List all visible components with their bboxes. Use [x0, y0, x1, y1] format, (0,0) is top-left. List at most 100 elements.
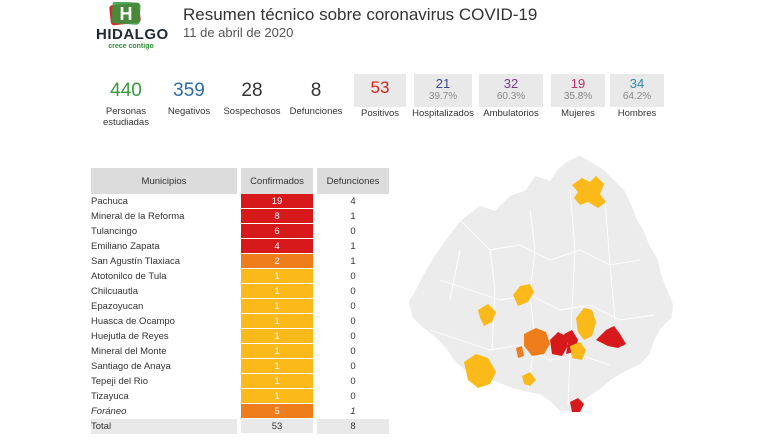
- confirmados-cell: 1: [241, 359, 317, 374]
- municipio-name: Huasca de Ocampo: [91, 314, 241, 329]
- stat-value: 34: [629, 76, 645, 91]
- table-row: Tulancingo 6 0: [91, 224, 389, 239]
- total-row: Total 53 8: [91, 419, 389, 434]
- municipio-name: Pachuca: [91, 194, 241, 209]
- confirmados-cell: 1: [241, 299, 317, 314]
- municipio-name: Tizayuca: [91, 389, 241, 404]
- map-huasca: [576, 308, 596, 340]
- municipios-table: Municipios Confirmados Defunciones Pachu…: [91, 168, 389, 434]
- stat-label: Ambulatorios: [483, 108, 539, 119]
- stat-value: 8: [310, 80, 322, 101]
- defunciones-cell: 0: [350, 226, 356, 237]
- map-emiliano-zapata: [570, 398, 584, 412]
- table-row: Huejutla de Reyes 1 0: [91, 329, 389, 344]
- stat-percent: 35.8%: [563, 91, 593, 102]
- stat-sospechosos: 28 Sospechosos: [222, 80, 282, 117]
- stat-label: Positivos: [360, 108, 399, 119]
- confirmados-cell: 1: [241, 269, 317, 284]
- confirmados-cell: 1: [241, 389, 317, 404]
- page-title: Resumen técnico sobre coronavirus COVID-…: [183, 5, 538, 24]
- stat-value: 32: [503, 76, 519, 91]
- map-san-agustin-tlaxiaca: [524, 328, 550, 356]
- confirmados-cell: 2: [241, 254, 317, 269]
- table-row: Huasca de Ocampo 1 0: [91, 314, 389, 329]
- map-tulancingo: [596, 326, 626, 348]
- report-date: 11 de abril de 2020: [183, 25, 294, 40]
- table-row: San Agustín Tlaxiaca 2 1: [91, 254, 389, 269]
- stat-defunciones: 8 Defunciones: [287, 80, 345, 117]
- table-row: Emiliano Zapata 4 1: [91, 239, 389, 254]
- stat-negativos: 359 Negativos: [163, 80, 215, 117]
- defunciones-cell: 0: [350, 361, 356, 372]
- confirmados-cell: 4: [241, 239, 317, 254]
- municipio-name: Huejutla de Reyes: [91, 329, 241, 344]
- defunciones-cell: 0: [350, 316, 356, 327]
- stat-value: 359: [173, 80, 205, 101]
- stat-value: 53: [370, 78, 390, 97]
- stat-label: Hombres: [617, 108, 657, 119]
- stat-value: 440: [110, 80, 142, 101]
- defunciones-cell: 0: [350, 271, 356, 282]
- total-defunciones: 8: [317, 419, 389, 434]
- table-row: Epazoyucan 1 0: [91, 299, 389, 314]
- map-pachuca: [550, 332, 568, 356]
- defunciones-cell: 0: [350, 346, 356, 357]
- stat-label: Hospitalizados: [412, 108, 474, 119]
- confirmados-cell: 8: [241, 209, 317, 224]
- municipio-name: Epazoyucan: [91, 299, 241, 314]
- hidalgo-h-icon: H: [109, 2, 141, 26]
- stat-hombres: 34 64.2%: [610, 74, 664, 107]
- table-row: Tizayuca 1 0: [91, 389, 389, 404]
- defunciones-cell: 0: [350, 301, 356, 312]
- hidalgo-map: [407, 154, 675, 413]
- map-state-outline: [407, 154, 675, 413]
- logo-name: HIDALGO: [96, 26, 169, 43]
- stat-label: Mujeres: [561, 108, 595, 119]
- confirmados-cell: 1: [241, 284, 317, 299]
- table-row: Mineral del Monte 1 0: [91, 344, 389, 359]
- confirmados-cell: 19: [241, 194, 317, 209]
- logo-tagline: crece contigo: [108, 43, 154, 50]
- municipio-name: Foráneo: [91, 404, 241, 419]
- stat-label: Negativos: [167, 106, 211, 117]
- confirmados-cell: 6: [241, 224, 317, 239]
- stat-mujeres: 19 35.8%: [551, 74, 605, 107]
- confirmados-cell: 1: [241, 344, 317, 359]
- map-epazoyucan: [570, 342, 586, 360]
- table-row: Mineral de la Reforma 8 1: [91, 209, 389, 224]
- defunciones-cell: 0: [350, 391, 356, 402]
- map-chilcuautla: [478, 304, 496, 326]
- map-tizayuca: [522, 372, 536, 386]
- table-header-row: Municipios Confirmados Defunciones: [91, 168, 389, 194]
- municipio-name: Emiliano Zapata: [91, 239, 241, 254]
- defunciones-cell: 1: [350, 256, 356, 267]
- map-huejutla: [572, 176, 606, 208]
- municipio-name: San Agustín Tlaxiaca: [91, 254, 241, 269]
- confirmados-cell: 1: [241, 374, 317, 389]
- defunciones-cell: 1: [350, 241, 356, 252]
- stat-ambulatorios: 32 60.3%: [479, 74, 543, 107]
- header-defunciones: Defunciones: [317, 168, 389, 194]
- defunciones-cell: 0: [350, 331, 356, 342]
- stat-hospitalizados: 21 39.7%: [414, 74, 472, 107]
- confirmados-cell: 1: [241, 329, 317, 344]
- stat-label: Defunciones: [289, 106, 343, 117]
- stat-value: 28: [241, 80, 263, 101]
- header-confirmados: Confirmados: [241, 168, 317, 194]
- hidalgo-logo: H HIDALGO crece contigo: [96, 2, 169, 50]
- defunciones-cell: 4: [350, 196, 356, 207]
- total-confirmados: 53: [241, 419, 317, 434]
- stat-positivos: 53: [354, 74, 406, 107]
- municipio-name: Santiago de Anaya: [91, 359, 241, 374]
- stat-percent: 60.3%: [496, 91, 526, 102]
- table-row: Chilcuautla 1 0: [91, 284, 389, 299]
- svg-text:H: H: [120, 4, 133, 24]
- header-municipios: Municipios: [91, 168, 241, 194]
- confirmados-cell: 1: [241, 314, 317, 329]
- stat-percent: 64.2%: [622, 91, 652, 102]
- municipio-name: Mineral del Monte: [91, 344, 241, 359]
- table-row: Atotonilco de Tula 1 0: [91, 269, 389, 284]
- confirmados-cell: 5: [241, 404, 317, 419]
- stat-label: Sospechosos: [223, 106, 281, 117]
- total-label: Total: [91, 419, 241, 434]
